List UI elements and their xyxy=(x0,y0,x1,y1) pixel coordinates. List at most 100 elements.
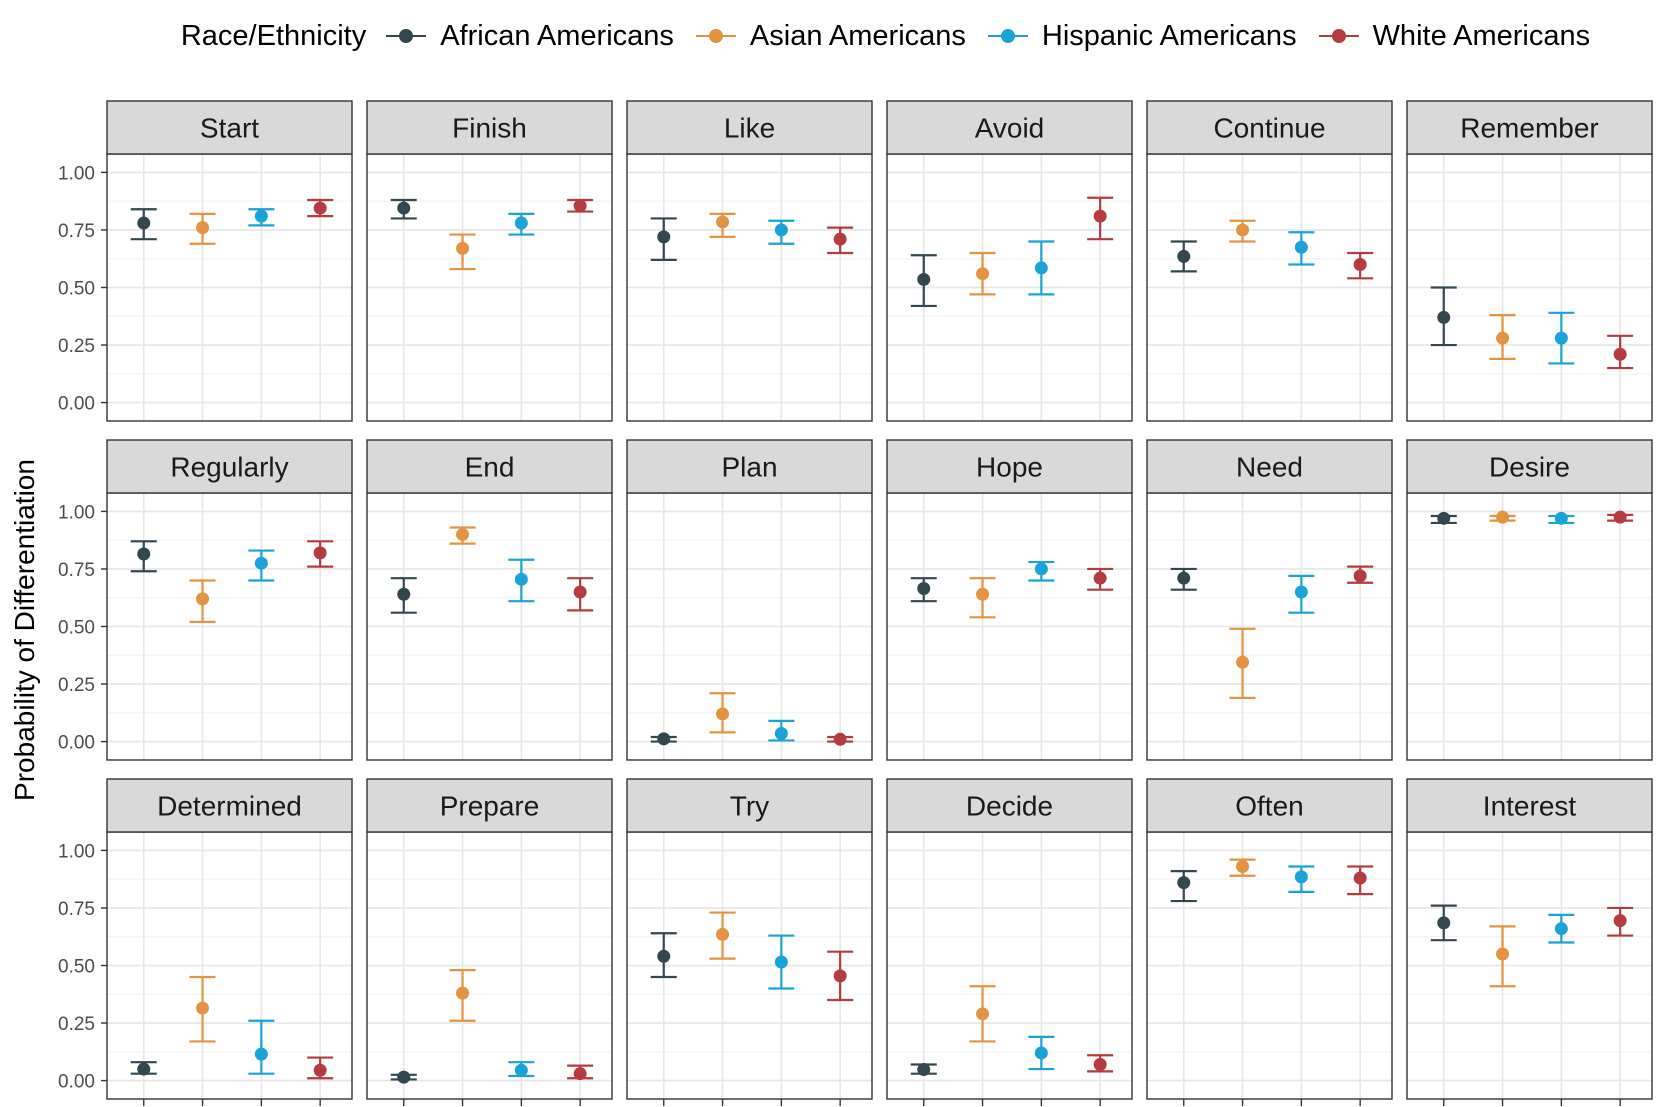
data-point xyxy=(456,987,469,1000)
facet-plan: Plan xyxy=(627,440,872,760)
facet-label: Finish xyxy=(452,113,527,144)
facet-decide: Decide xyxy=(887,779,1132,1106)
data-point xyxy=(657,732,670,745)
y-tick-label: 0.50 xyxy=(58,279,95,300)
data-point xyxy=(1354,258,1367,271)
facet-try: Try xyxy=(627,779,872,1106)
data-point xyxy=(515,573,528,586)
data-point xyxy=(1035,1046,1048,1059)
data-point xyxy=(255,210,268,223)
facet-label: Try xyxy=(730,791,769,822)
data-point xyxy=(716,928,729,941)
data-point xyxy=(1236,860,1249,873)
y-tick-label: 0.50 xyxy=(58,618,95,639)
data-point xyxy=(1496,511,1509,524)
data-point xyxy=(456,242,469,255)
facet-regularly: Regularly 0.00 0.25 0.50 0.75 1.00 xyxy=(58,440,352,760)
y-tick-label: 1.00 xyxy=(58,841,95,862)
data-point xyxy=(255,1048,268,1061)
y-tick-label: 0.00 xyxy=(58,394,95,415)
data-point xyxy=(1555,332,1568,345)
data-point xyxy=(137,1063,150,1076)
data-point xyxy=(1614,348,1627,361)
data-point xyxy=(657,950,670,963)
facet-label: Start xyxy=(200,113,259,144)
facet-label: Plan xyxy=(721,452,777,483)
y-tick-label: 1.00 xyxy=(58,502,95,523)
data-point xyxy=(574,585,587,598)
facet-remember: Remember xyxy=(1407,101,1652,421)
data-point xyxy=(1614,511,1627,524)
data-point xyxy=(137,547,150,560)
facet-start: Start 0.00 0.25 0.50 0.75 1.00 xyxy=(58,101,352,421)
y-tick-label: 0.25 xyxy=(58,675,95,696)
facet-label: Decide xyxy=(966,791,1053,822)
y-tick-label: 1.00 xyxy=(58,163,95,184)
facet-label: Interest xyxy=(1483,791,1577,822)
data-point xyxy=(1094,1058,1107,1071)
data-point xyxy=(716,707,729,720)
data-point xyxy=(1177,250,1190,263)
facet-prepare: Prepare xyxy=(367,779,612,1106)
data-point xyxy=(917,273,930,286)
data-point xyxy=(775,727,788,740)
data-point xyxy=(137,217,150,230)
data-point xyxy=(775,956,788,969)
facet-often: Often xyxy=(1147,779,1392,1106)
facet-like: Like xyxy=(627,101,872,421)
y-tick-label: 0.00 xyxy=(58,733,95,754)
facet-label: Like xyxy=(724,113,775,144)
data-point xyxy=(1437,916,1450,929)
data-point xyxy=(1555,512,1568,525)
data-point xyxy=(255,557,268,570)
data-point xyxy=(1177,572,1190,585)
facet-hope: Hope xyxy=(887,440,1132,760)
data-point xyxy=(397,202,410,215)
data-point xyxy=(976,1007,989,1020)
data-point xyxy=(1555,922,1568,935)
y-tick-label: 0.25 xyxy=(58,336,95,357)
data-point xyxy=(314,1064,327,1077)
data-point xyxy=(1094,572,1107,585)
data-point xyxy=(976,267,989,280)
data-point xyxy=(1354,872,1367,885)
data-point xyxy=(1496,332,1509,345)
data-point xyxy=(1437,512,1450,525)
data-point xyxy=(976,588,989,601)
data-point xyxy=(1295,870,1308,883)
data-point xyxy=(1177,876,1190,889)
data-point xyxy=(456,528,469,541)
y-tick-label: 0.75 xyxy=(58,221,95,242)
data-point xyxy=(196,221,209,234)
y-tick-label: 0.75 xyxy=(58,560,95,581)
facet-end: End xyxy=(367,440,612,760)
facet-need: Need xyxy=(1147,440,1392,760)
facet-desire: Desire xyxy=(1407,440,1652,760)
data-point xyxy=(775,223,788,236)
facet-label: Desire xyxy=(1489,452,1570,483)
facet-label: Remember xyxy=(1460,113,1598,144)
data-point xyxy=(1094,210,1107,223)
data-point xyxy=(917,1063,930,1076)
facet-label: Need xyxy=(1236,452,1303,483)
data-point xyxy=(314,202,327,215)
data-point xyxy=(397,1071,410,1084)
data-point xyxy=(515,1064,528,1077)
facet-interest: Interest xyxy=(1407,779,1652,1106)
data-point xyxy=(834,733,847,746)
data-point xyxy=(1496,947,1509,960)
facet-label: Regularly xyxy=(170,452,288,483)
data-point xyxy=(314,546,327,559)
data-point xyxy=(1295,241,1308,254)
facet-label: End xyxy=(465,452,515,483)
data-point xyxy=(574,199,587,212)
data-point xyxy=(515,217,528,230)
facet-label: Often xyxy=(1235,791,1303,822)
facet-avoid: Avoid xyxy=(887,101,1132,421)
data-point xyxy=(1035,562,1048,575)
data-point xyxy=(834,233,847,246)
facet-continue: Continue xyxy=(1147,101,1392,421)
facet-label: Continue xyxy=(1213,113,1325,144)
data-point xyxy=(917,582,930,595)
